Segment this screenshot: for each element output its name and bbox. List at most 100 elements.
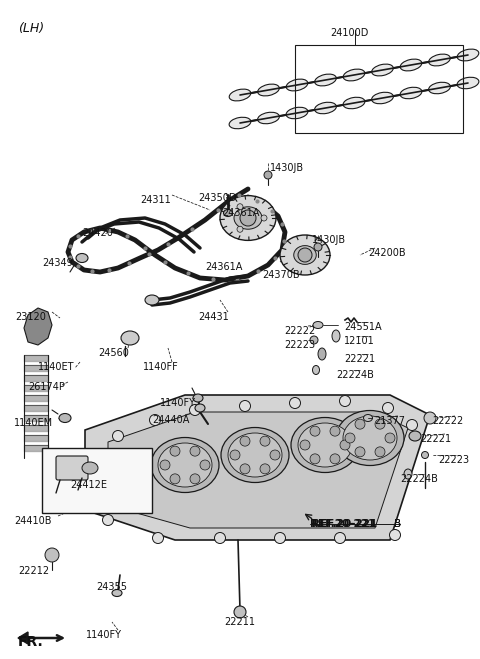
Circle shape [153,532,164,544]
Circle shape [240,210,256,226]
Text: 22223: 22223 [284,340,315,350]
Ellipse shape [59,413,71,422]
Circle shape [389,529,400,540]
Circle shape [200,460,210,470]
Ellipse shape [221,428,289,482]
Ellipse shape [318,348,326,360]
Ellipse shape [332,330,340,342]
Circle shape [103,515,113,525]
Ellipse shape [404,469,412,479]
Text: 1140FY: 1140FY [160,398,196,408]
Ellipse shape [258,112,279,124]
Circle shape [424,412,436,424]
Text: 24350D: 24350D [198,193,237,203]
Circle shape [215,532,226,544]
Circle shape [355,447,365,457]
Circle shape [270,450,280,460]
Circle shape [310,454,320,464]
Circle shape [300,440,310,450]
Text: 24361A: 24361A [205,262,242,272]
Text: 24200B: 24200B [368,248,406,258]
Circle shape [149,415,160,426]
Text: 22211: 22211 [224,617,255,627]
Text: 22212: 22212 [18,566,49,576]
Ellipse shape [314,102,336,114]
Text: 1140FY: 1140FY [86,630,122,640]
Polygon shape [108,412,408,528]
Text: 24349: 24349 [42,258,73,268]
Circle shape [240,464,250,474]
Ellipse shape [151,438,219,492]
Circle shape [330,454,340,464]
Ellipse shape [363,415,372,422]
Ellipse shape [315,74,336,86]
Ellipse shape [112,590,122,596]
Text: 24370B: 24370B [262,270,300,280]
Text: 1140FF: 1140FF [143,362,179,372]
Text: 22221: 22221 [420,434,451,444]
Ellipse shape [82,462,98,474]
Text: 24361A: 24361A [222,208,259,218]
Ellipse shape [234,207,262,229]
Ellipse shape [343,98,365,109]
Text: 24420: 24420 [82,228,113,238]
Circle shape [170,474,180,484]
FancyBboxPatch shape [56,456,88,480]
Circle shape [310,426,320,436]
Ellipse shape [229,89,251,101]
Text: 24440A: 24440A [152,415,190,425]
Circle shape [237,226,243,232]
Text: 1140EM: 1140EM [14,418,53,428]
Polygon shape [18,632,28,644]
Ellipse shape [421,451,429,459]
Text: 12101: 12101 [344,336,375,346]
Circle shape [190,405,201,416]
Ellipse shape [258,84,279,96]
Circle shape [230,450,240,460]
Ellipse shape [400,87,422,99]
Circle shape [237,204,243,210]
Ellipse shape [298,423,352,467]
Circle shape [383,403,394,413]
Text: REF.20-221: REF.20-221 [310,519,375,529]
Ellipse shape [400,59,422,71]
Ellipse shape [121,331,139,345]
Circle shape [375,419,385,429]
Ellipse shape [310,336,318,344]
Text: REF.20-221: REF.20-221 [312,519,377,529]
Circle shape [260,436,270,446]
Text: B: B [394,519,401,529]
Circle shape [170,446,180,456]
Ellipse shape [343,416,397,460]
Circle shape [339,395,350,407]
Ellipse shape [286,79,308,91]
Text: 22224B: 22224B [400,474,438,484]
Circle shape [240,401,251,411]
Ellipse shape [228,433,282,477]
Circle shape [234,606,246,618]
Ellipse shape [409,431,421,441]
Bar [295,45,463,133]
Circle shape [261,215,267,221]
Text: 22222: 22222 [284,326,315,336]
Bar [42,448,152,513]
Ellipse shape [220,196,276,241]
Ellipse shape [372,92,394,103]
Circle shape [83,455,94,465]
Circle shape [264,171,272,179]
Ellipse shape [76,254,88,262]
Ellipse shape [336,411,404,465]
Text: 22221: 22221 [344,354,375,364]
Polygon shape [85,395,430,540]
Text: 1140ET: 1140ET [38,362,74,372]
Ellipse shape [313,322,323,328]
Ellipse shape [158,443,212,487]
Circle shape [260,464,270,474]
Ellipse shape [286,107,308,119]
Circle shape [289,397,300,409]
Circle shape [375,447,385,457]
Ellipse shape [429,54,450,66]
Circle shape [190,446,200,456]
Ellipse shape [224,210,232,217]
Ellipse shape [229,117,251,129]
